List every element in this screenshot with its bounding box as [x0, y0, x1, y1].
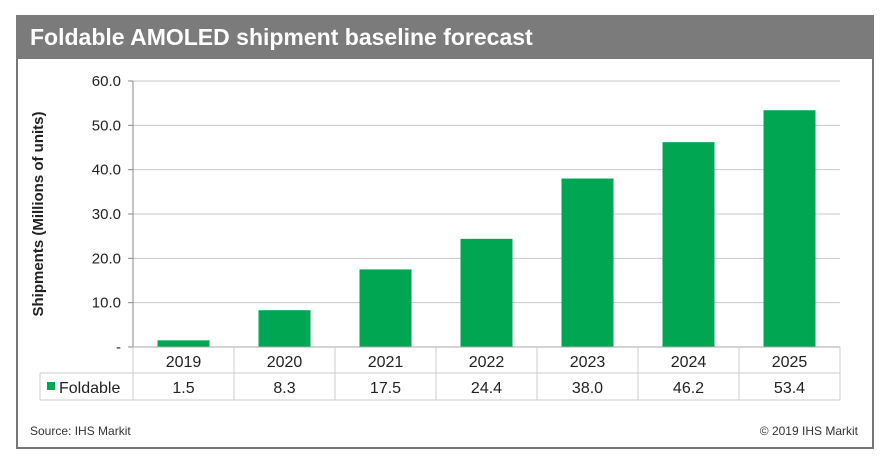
legend-label: Foldable	[59, 380, 120, 397]
y-tick-label: 50.0	[92, 117, 121, 134]
bar	[359, 269, 412, 347]
source-note: Source: IHS Markit	[30, 424, 131, 438]
bar	[258, 310, 311, 347]
chart-frame	[16, 15, 874, 449]
legend-swatch	[47, 382, 55, 390]
bar	[460, 238, 513, 347]
y-tick-label: 20.0	[92, 250, 121, 267]
y-tick-label: 60.0	[92, 73, 121, 90]
data-label: 24.4	[471, 380, 502, 397]
x-tick-label: 2024	[671, 354, 707, 371]
chart-title: Foldable AMOLED shipment baseline foreca…	[16, 15, 874, 59]
y-tick-label: 30.0	[92, 206, 121, 223]
data-label: 8.3	[273, 380, 295, 397]
x-tick-label: 2019	[166, 354, 202, 371]
y-tick-label: 40.0	[92, 162, 121, 179]
copyright-note: © 2019 IHS Markit	[759, 424, 858, 438]
data-label: 1.5	[172, 380, 194, 397]
x-tick-label: 2020	[267, 354, 303, 371]
bar	[662, 142, 715, 347]
y-axis-label: Shipments (Millions of units)	[30, 112, 47, 317]
data-label: 53.4	[774, 380, 805, 397]
bar	[157, 340, 210, 347]
y-tick-label: 10.0	[92, 295, 121, 312]
data-label: 46.2	[673, 380, 704, 397]
data-label: 17.5	[370, 380, 401, 397]
x-tick-label: 2023	[570, 354, 606, 371]
x-tick-label: 2021	[368, 354, 404, 371]
x-tick-label: 2025	[772, 354, 808, 371]
x-tick-label: 2022	[469, 354, 505, 371]
bar	[763, 110, 816, 347]
y-tick-label: -	[116, 339, 121, 356]
data-label: 38.0	[572, 380, 603, 397]
bar	[561, 178, 614, 347]
